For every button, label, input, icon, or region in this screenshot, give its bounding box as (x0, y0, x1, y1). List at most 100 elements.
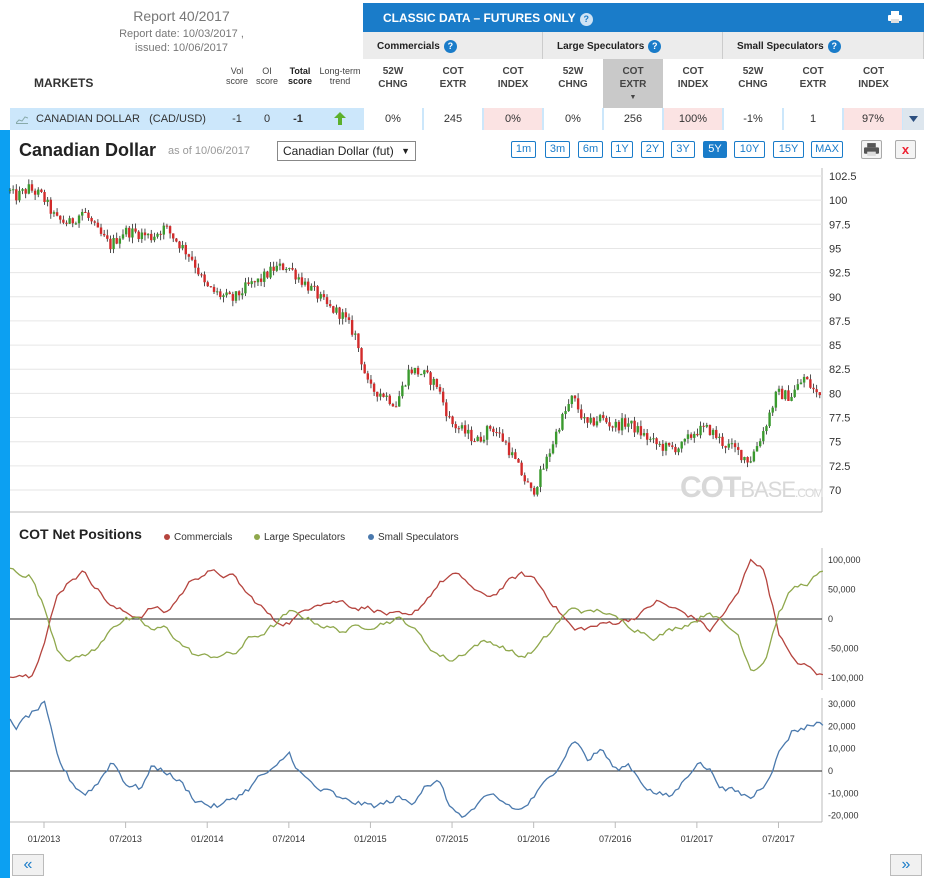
x-tick-label: 07/2013 (109, 834, 142, 844)
candle-body (203, 274, 206, 283)
range-button-15y[interactable]: 15Y (773, 141, 804, 158)
legend-item[interactable]: Large Speculators (254, 532, 345, 543)
range-button-3y[interactable]: 3Y (671, 141, 695, 158)
candle-body (580, 409, 583, 419)
range-button-1y[interactable]: 1Y (611, 141, 633, 158)
candle-body (693, 433, 696, 438)
candle-body (27, 184, 31, 194)
candle-body (802, 376, 806, 383)
score-header-bottom: trend (329, 76, 351, 86)
column-header-line1: COT (862, 66, 885, 77)
candle-body (429, 372, 432, 385)
legend-item[interactable]: Small Speculators (368, 532, 459, 543)
small-tick-label: 20,000 (828, 721, 856, 731)
classic-data-header: CLASSIC DATA – FUTURES ONLY? (363, 3, 924, 32)
candle-body (705, 424, 709, 427)
candle-body (457, 428, 461, 430)
candle-body (699, 425, 702, 436)
candle-body (49, 199, 53, 214)
candle-body (369, 379, 373, 384)
row-value-cell: 100% (664, 108, 722, 130)
range-button-10y[interactable]: 10Y (734, 141, 765, 158)
candle-body (755, 446, 759, 452)
candle-body (360, 348, 363, 365)
column-header[interactable]: COT INDEX (663, 59, 723, 108)
small-tick-label: 10,000 (828, 744, 856, 754)
candle-body (33, 190, 37, 195)
candle-body (247, 282, 250, 285)
range-button-max[interactable]: MAX (811, 141, 843, 158)
column-header[interactable]: 52W CHNG (723, 59, 783, 108)
range-button-3m[interactable]: 3m (545, 141, 570, 158)
prev-period-button[interactable]: « (12, 854, 44, 876)
row-expand-button[interactable] (903, 108, 924, 130)
candle-body (718, 436, 721, 438)
group-header-label: Small Speculators (737, 41, 824, 52)
price-tick-label: 92.5 (829, 268, 850, 280)
candle-body (514, 452, 517, 459)
print-chart-button[interactable] (861, 140, 882, 159)
column-header-line1: COT (502, 66, 524, 77)
candle-body (608, 422, 611, 427)
range-button-1m[interactable]: 1m (511, 141, 536, 158)
mini-chart-icon[interactable] (16, 114, 28, 124)
candle-body (181, 244, 184, 249)
column-header[interactable]: COT INDEX (843, 59, 904, 108)
candle-body (511, 452, 514, 456)
trend-up-arrow-icon (334, 112, 346, 125)
range-button-5y[interactable]: 5Y (703, 141, 727, 158)
help-icon[interactable]: ? (579, 13, 593, 26)
candle-body (485, 426, 489, 440)
column-header[interactable]: COT EXTR ▼ (603, 59, 663, 108)
candle-body (818, 392, 822, 396)
candle-body (40, 189, 43, 192)
column-header[interactable]: COT INDEX (483, 59, 543, 108)
range-button-6m[interactable]: 6m (578, 141, 603, 158)
column-header-line2: EXTR (439, 79, 467, 90)
price-tick-label: 80 (829, 388, 841, 400)
candle-body (178, 241, 181, 249)
score-header-bottom: score (255, 76, 278, 86)
candle-body (303, 281, 307, 285)
score-header-bottom: score (225, 76, 248, 86)
candle-body (84, 211, 87, 213)
candle-body (683, 438, 687, 442)
score-header: Vol score (222, 66, 252, 86)
market-name[interactable]: CANADIAN DOLLAR (CAD/USD) (36, 108, 206, 130)
candle-body (391, 403, 395, 407)
column-header-line1: 52W (382, 66, 404, 77)
candle-body (357, 333, 360, 349)
row-value-cell: 0% (544, 108, 602, 130)
candle-body (297, 277, 300, 280)
group-header: Large Speculators? (543, 32, 723, 59)
range-button-2y[interactable]: 2Y (641, 141, 664, 158)
candle-body (498, 432, 501, 434)
close-chart-button[interactable]: x (895, 140, 916, 159)
help-icon[interactable]: ? (443, 40, 457, 53)
candle-body (21, 189, 24, 191)
next-period-button[interactable]: » (890, 854, 922, 876)
candle-body (523, 475, 526, 482)
candle-body (404, 385, 407, 387)
candle-body (642, 433, 646, 436)
column-header[interactable]: COT EXTR (423, 59, 483, 108)
help-icon[interactable]: ? (648, 40, 662, 53)
legend-label: Commercials (174, 532, 233, 543)
candle-body (479, 436, 483, 442)
candle-body (137, 231, 140, 240)
help-icon[interactable]: ? (827, 40, 841, 53)
candle-body (765, 426, 768, 432)
print-icon[interactable] (888, 11, 902, 23)
candle-body (774, 391, 778, 408)
report-info: Report 40/2017 Report date: 10/03/2017 ,… (0, 0, 363, 108)
candle-body (645, 433, 649, 440)
candle-body (561, 414, 564, 430)
column-header-line1: 52W (742, 66, 764, 77)
column-header[interactable]: 52W CHNG (543, 59, 603, 108)
contract-select[interactable]: Canadian Dollar (fut) ▼ (277, 141, 416, 161)
column-header[interactable]: COT EXTR (783, 59, 843, 108)
candle-body (736, 447, 740, 450)
legend-item[interactable]: Commercials (164, 532, 232, 543)
column-header[interactable]: 52W CHNG (363, 59, 423, 108)
